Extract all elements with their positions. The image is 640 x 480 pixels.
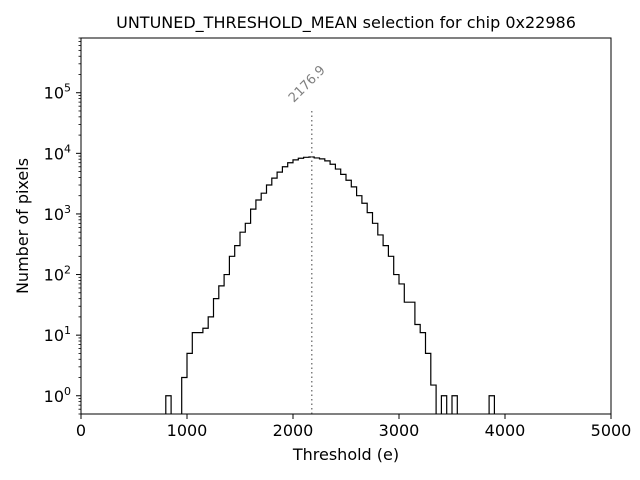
axes-frame <box>80 37 612 415</box>
histogram-outline <box>165 156 495 414</box>
x-axis-label: Threshold (e) <box>292 445 399 464</box>
x-tick-label-1000: 1000 <box>167 421 208 440</box>
y-tick-label-10000: 104 <box>44 142 71 163</box>
x-tick-label-3000: 3000 <box>379 421 420 440</box>
y-tick-label-1: 100 <box>44 385 71 406</box>
y-tick-label-1000: 103 <box>44 203 71 224</box>
chart-title: UNTUNED_THRESHOLD_MEAN selection for chi… <box>116 13 576 33</box>
y-axis-label: Number of pixels <box>13 158 32 294</box>
x-tick-label-0: 0 <box>76 421 86 440</box>
y-tick-label-100000: 105 <box>44 82 71 103</box>
x-tick-label-5000: 5000 <box>591 421 632 440</box>
y-tick-label-100: 102 <box>44 264 71 285</box>
x-tick-label-4000: 4000 <box>485 421 526 440</box>
y-tick-label-10: 101 <box>44 324 71 345</box>
x-tick-label-2000: 2000 <box>273 421 314 440</box>
